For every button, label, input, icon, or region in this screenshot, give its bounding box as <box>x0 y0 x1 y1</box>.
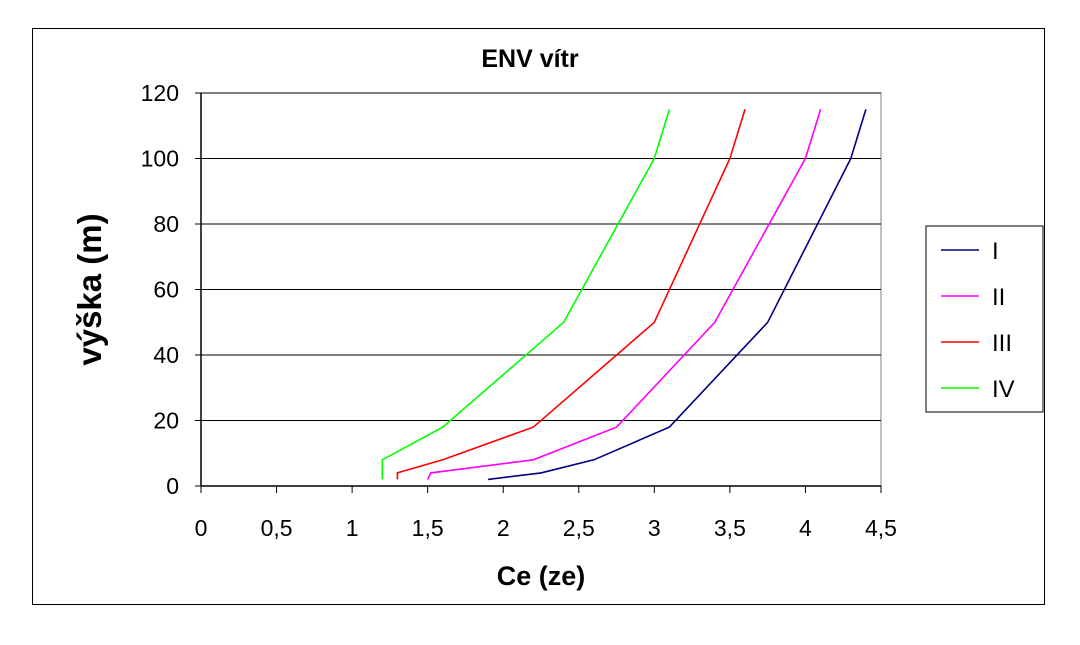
legend-label: IV <box>992 376 1015 403</box>
y-tick-label: 100 <box>141 146 179 172</box>
x-tick-label: 2 <box>497 515 510 541</box>
x-tick-label: 0 <box>195 515 208 541</box>
legend-box <box>925 225 1044 413</box>
y-tick-label: 20 <box>153 408 179 434</box>
y-tick-label: 0 <box>166 473 179 499</box>
x-axis-label: Ce (ze) <box>497 561 586 591</box>
x-axis: 0 0,5 1 1,5 2 2,5 3 3,5 4 4,5 <box>195 485 897 541</box>
series-line-ii <box>426 109 822 480</box>
x-tick-label: 0,5 <box>261 515 293 541</box>
x-tick-label: 3 <box>648 515 661 541</box>
series-line-i <box>488 109 867 481</box>
series-line-iv <box>381 109 671 480</box>
legend-label: II <box>992 284 1005 311</box>
x-tick-label: 4 <box>799 515 812 541</box>
legend-label: III <box>992 330 1012 357</box>
chart-title: ENV vítr <box>481 45 579 73</box>
series-lines <box>381 109 867 481</box>
y-tick-label: 60 <box>153 277 179 303</box>
y-axis-label: výška (m) <box>71 213 108 365</box>
legend-label: I <box>992 238 999 265</box>
x-tick-label: 1 <box>346 515 359 541</box>
x-tick-label: 4,5 <box>865 515 897 541</box>
y-tick-label: 120 <box>141 80 179 106</box>
y-tick-label: 40 <box>153 342 179 368</box>
y-tick-label: 80 <box>153 211 179 237</box>
chart-svg: ENV vítr 0 0,5 1 1,5 2 2,5 3 3,5 4 4,5 0 20 40 60 80 1… <box>71 45 1044 591</box>
series-line-iii <box>396 109 746 480</box>
x-tick-label: 3,5 <box>714 515 746 541</box>
x-tick-label: 1,5 <box>412 515 444 541</box>
x-tick-label: 2,5 <box>563 515 595 541</box>
gridlines <box>201 92 881 421</box>
y-axis: 0 20 40 60 80 100 120 <box>141 80 202 499</box>
chart-frame: ENV vítr 0 0,5 1 1,5 2 2,5 3 3,5 4 4,5 0 20 40 60 80 1… <box>32 28 1045 605</box>
